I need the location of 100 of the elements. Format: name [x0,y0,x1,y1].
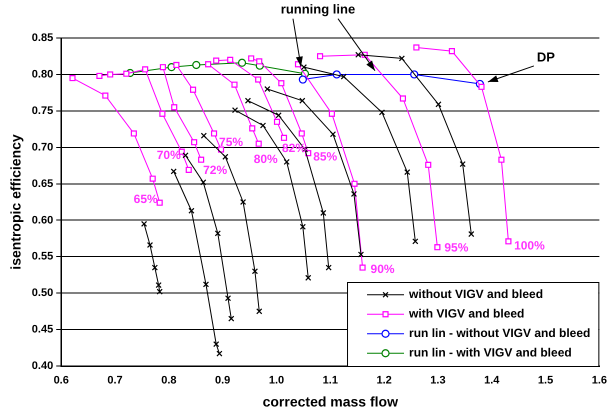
point [278,80,284,86]
point [200,132,207,139]
point [298,75,307,84]
point [192,60,200,70]
annotation: 90% [370,262,395,276]
point [256,308,262,314]
x-tick-label: 0.6 [54,374,69,387]
y-tick-label: 0.55 [32,250,54,263]
x-tick-label: 1.6 [592,374,608,387]
point [249,125,256,132]
point [264,86,270,92]
point [404,169,410,176]
point [328,110,335,117]
point [232,107,238,114]
point [350,190,358,198]
point [330,131,336,138]
point [198,156,204,163]
point [152,264,158,271]
point [205,61,212,68]
x-tick-label: 0.7 [107,374,123,387]
point [505,238,512,244]
x-axis-title: corrected mass flow [262,393,398,410]
x-tick-label: 0.8 [161,374,176,387]
point [228,316,234,322]
point [150,176,156,182]
annotation: 80% [254,152,278,166]
x-tick-label: 1.1 [322,374,338,387]
x-tick-label: 1.5 [538,374,554,387]
annotation: 85% [313,149,338,164]
legend-label: run lin - with VIGV and bleed [409,346,572,360]
point [160,64,166,70]
point [173,62,180,68]
point [316,53,324,60]
y-tick-label: 0.60 [32,214,54,226]
point [222,154,228,160]
legend-label: without VIGV and bleed [408,287,544,302]
point [252,268,258,274]
point [123,70,130,77]
point [213,58,220,64]
point [146,242,154,248]
point [244,98,252,104]
legend-label: with VIGV and bleed [408,306,524,321]
point [240,198,246,206]
point [156,200,163,206]
annotation: 100% [514,238,546,253]
point [435,101,442,108]
annotation: 65% [134,192,158,206]
x-tick-label: 1.4 [484,374,500,387]
x-tick-label: 0.9 [215,374,230,387]
point [274,118,280,125]
annotation: 70% [156,148,182,162]
point [256,58,262,64]
point [141,220,148,227]
point [256,140,262,147]
y-tick-label: 0.85 [32,32,54,44]
x-tick-label: 1.3 [430,374,446,387]
point [398,55,405,62]
point [280,134,288,141]
point [190,86,196,93]
point [326,264,332,271]
point [182,152,189,158]
point [413,44,420,51]
annotation: 95% [444,240,469,255]
point [213,341,220,348]
point [202,281,210,288]
y-axis-title: isentropic efficiency [7,134,24,270]
point [159,110,166,117]
point [300,224,306,230]
point [191,139,198,146]
point [340,74,347,80]
point [448,48,455,54]
point [171,104,178,110]
point [320,210,326,216]
point [214,230,221,236]
x-tick-label: 1.2 [376,374,392,387]
point [186,166,192,174]
point [142,66,148,72]
point [305,274,312,281]
point [188,208,195,214]
point [359,264,366,271]
point [130,130,137,137]
point [69,75,76,82]
point [224,295,232,302]
point [170,168,177,174]
point [210,130,218,137]
y-tick-label: 0.70 [32,141,54,154]
point [216,350,222,357]
y-tick-label: 0.65 [32,178,54,190]
point [102,92,108,99]
x-tick-label: 1.0 [268,374,284,387]
point [107,71,114,78]
point [425,162,432,168]
point [231,82,238,88]
annotation: DP [536,50,556,64]
point [400,95,406,102]
point [355,52,362,58]
point [298,130,305,137]
annotation: running line [280,1,356,16]
legend-label: run lin - without VIGV and bleed [409,326,590,340]
point [378,109,386,116]
